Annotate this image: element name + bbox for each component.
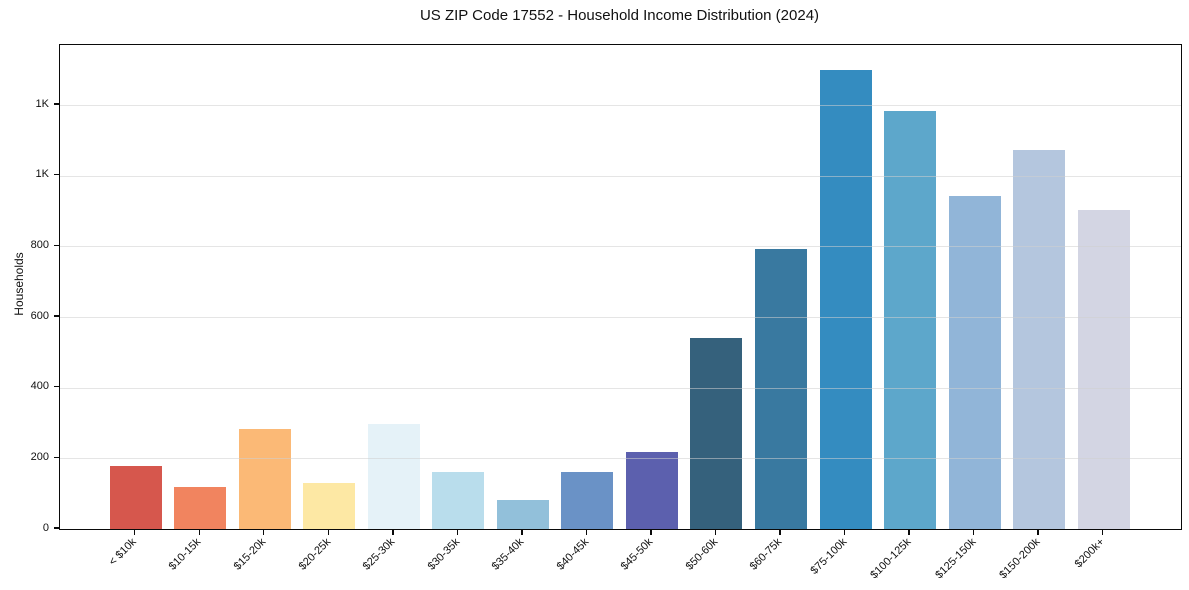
gridline [60, 105, 1181, 107]
x-tick-mark [263, 530, 265, 535]
bar [561, 471, 614, 529]
x-tick-label: < $10k [107, 536, 140, 569]
x-tick-mark [650, 530, 652, 535]
y-tick-label: 800 [30, 238, 49, 251]
bar [496, 500, 549, 529]
x-tick-label: $150-200k [997, 536, 1043, 582]
bar [1013, 149, 1066, 529]
x-tick-mark [779, 530, 781, 535]
bar [690, 337, 743, 529]
y-tick-mark [54, 315, 59, 317]
bar [432, 472, 485, 529]
x-tick-label: $50-60k [683, 536, 720, 573]
bar [303, 483, 356, 529]
gridline [60, 458, 1181, 460]
x-tick-mark [521, 530, 523, 535]
bar [819, 69, 872, 529]
x-tick-mark [1037, 530, 1039, 535]
gridline [60, 317, 1181, 319]
y-tick-label: 200 [30, 450, 49, 463]
x-tick-label: $20-25k [296, 536, 333, 573]
y-tick-label: 400 [30, 380, 49, 393]
x-tick-mark [908, 530, 910, 535]
y-tick-label: 1K [35, 97, 49, 110]
x-tick-mark [843, 530, 846, 535]
y-axis-label: Households [12, 252, 26, 316]
x-tick-mark [134, 530, 136, 535]
x-tick-label: $75-100k [808, 536, 850, 577]
x-tick-mark [714, 530, 717, 535]
y-tick-label: 1K [35, 168, 49, 181]
bar [625, 452, 678, 529]
x-tick-label: $40-45k [554, 536, 591, 573]
x-tick-label: $125-150k [932, 536, 979, 582]
x-tick-mark [972, 530, 975, 535]
y-tick-mark [54, 174, 59, 176]
plot-area [59, 44, 1182, 530]
gridline [60, 246, 1181, 248]
y-tick-mark [54, 244, 59, 247]
bar [755, 248, 807, 529]
bar [367, 424, 420, 529]
y-tick-mark [54, 527, 59, 529]
bar [174, 486, 227, 529]
x-tick-label: $60-75k [747, 536, 785, 573]
y-tick-label: 600 [30, 309, 49, 322]
x-tick-label: $30-35k [425, 536, 462, 573]
gridline [60, 175, 1181, 177]
x-tick-label: $25-30k [360, 536, 398, 573]
y-tick-mark [54, 385, 59, 388]
x-tick-label: $100-125k [868, 536, 914, 582]
x-tick-label: $200k+ [1072, 536, 1108, 571]
bar [948, 195, 1001, 529]
y-tick-mark [54, 103, 59, 105]
bar [1077, 209, 1130, 529]
chart-title: US ZIP Code 17552 - Household Income Dis… [419, 7, 820, 24]
x-tick-label: $15-20k [231, 536, 269, 573]
bar [884, 111, 937, 529]
x-tick-label: $35-40k [489, 536, 527, 573]
x-tick-mark [456, 530, 459, 535]
y-tick-label: 0 [42, 521, 49, 534]
y-tick-mark [54, 456, 59, 459]
x-tick-mark [198, 530, 200, 535]
x-tick-mark [585, 530, 588, 535]
bar [238, 429, 291, 529]
gridline [60, 387, 1181, 389]
x-tick-label: $10-15k [167, 536, 204, 573]
bar [109, 466, 162, 529]
x-tick-mark [1101, 530, 1104, 535]
x-tick-label: $45-50k [618, 536, 656, 573]
x-tick-mark [392, 530, 394, 535]
x-tick-mark [327, 530, 329, 535]
